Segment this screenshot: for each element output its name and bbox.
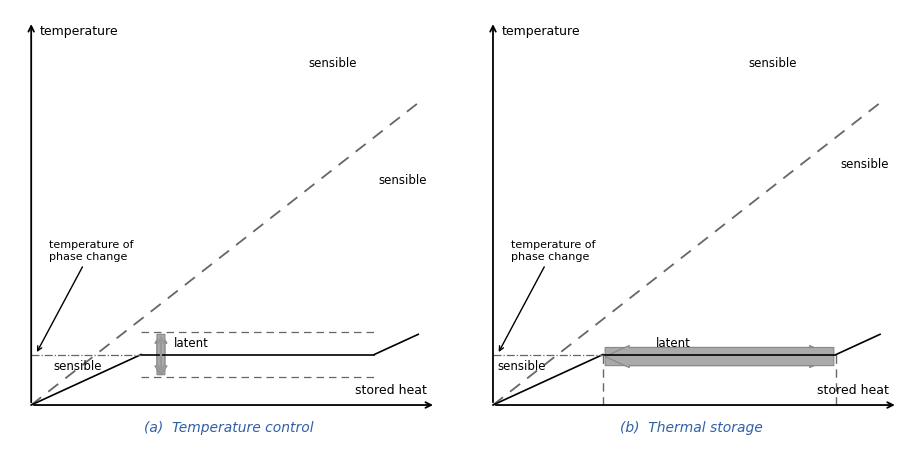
FancyArrow shape	[605, 346, 833, 368]
Text: stored heat: stored heat	[355, 384, 426, 397]
Text: temperature: temperature	[501, 25, 580, 39]
Text: sensible: sensible	[747, 57, 796, 70]
Text: sensible: sensible	[497, 360, 545, 373]
Text: sensible: sensible	[840, 158, 888, 171]
Text: temperature: temperature	[40, 25, 119, 39]
Text: latent: latent	[655, 337, 690, 351]
FancyArrow shape	[154, 334, 167, 375]
Text: latent: latent	[174, 337, 209, 351]
Text: (a)  Temperature control: (a) Temperature control	[144, 421, 313, 435]
FancyArrow shape	[154, 334, 167, 375]
Text: stored heat: stored heat	[816, 384, 888, 397]
Text: sensible: sensible	[308, 57, 357, 70]
Text: sensible: sensible	[53, 360, 102, 373]
Text: sensible: sensible	[379, 174, 426, 187]
FancyArrow shape	[605, 346, 833, 368]
Text: (b)  Thermal storage: (b) Thermal storage	[618, 421, 762, 435]
Text: temperature of
phase change: temperature of phase change	[499, 240, 595, 351]
Text: temperature of
phase change: temperature of phase change	[38, 240, 133, 351]
